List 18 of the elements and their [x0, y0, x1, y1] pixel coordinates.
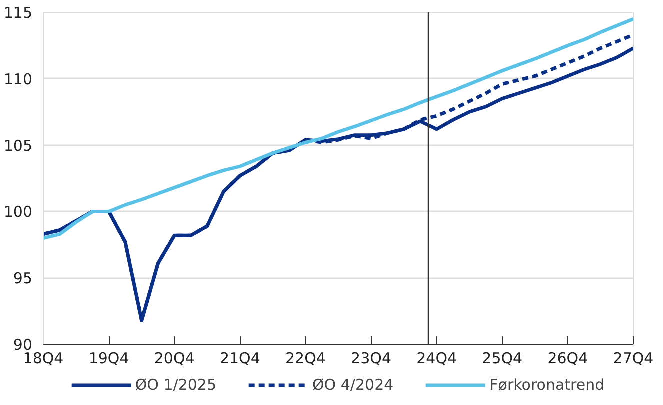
line-series [44, 17, 634, 240]
legend-label: Førkoronatrend [490, 376, 605, 394]
x-tick-label: 24Q4 [416, 350, 458, 368]
y-tick-label: 95 [13, 270, 33, 288]
x-tick-label: 27Q4 [613, 350, 654, 368]
x-tick-label: 25Q4 [482, 350, 523, 368]
x-tick-label: 20Q4 [154, 350, 195, 368]
x-tick-label: 21Q4 [220, 350, 260, 368]
legend-label: ØO 4/2024 [312, 376, 394, 394]
y-tick-label: 105 [4, 136, 33, 155]
y-tick-label: 110 [4, 70, 33, 88]
x-tick-label: 26Q4 [548, 350, 588, 368]
x-tick-label: 22Q4 [286, 350, 326, 368]
y-tick-label: 100 [4, 203, 33, 222]
x-tick-label: 19Q4 [88, 350, 130, 368]
y-tick-label: 115 [4, 4, 33, 22]
x-tick-label: 23Q4 [351, 350, 392, 368]
legend-label: ØO 1/2025 [135, 376, 216, 394]
